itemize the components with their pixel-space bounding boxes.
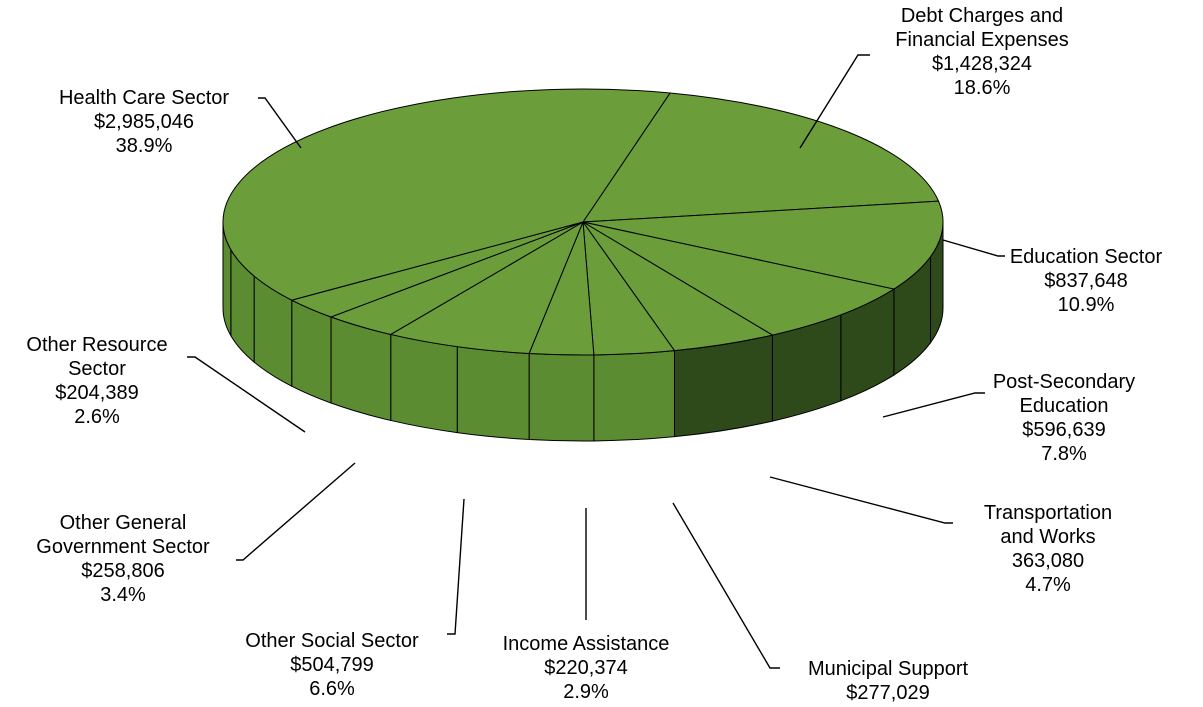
slice-labels: Debt Charges and Financial Expenses $1,428… [26, 5, 1162, 707]
slice-other-social-sector-leader-line [447, 498, 465, 635]
slice-health-care-sector-leader-line [258, 97, 302, 149]
slice-other-social-sector-side [390, 333, 458, 434]
slice-post-secondary-education-label: Post-Secondary Education $596,639 7.8% [993, 371, 1135, 465]
slice-post-secondary-education-top [582, 221, 896, 336]
slice-health-care-sector-top [222, 88, 671, 301]
slice-health-care-sector-label: Health Care Sector $2,985,046 38.9% [59, 87, 229, 157]
slice-other-social-sector-label: Other Social Sector $504,799 6.6% [245, 630, 419, 700]
slice-education-sector-top [582, 200, 944, 290]
slice-other-social-sector-top [389, 220, 585, 355]
slice-transportation-and-works-leader-line [769, 476, 953, 524]
slice-transportation-and-works-side [673, 334, 773, 438]
slice-other-social-sector-side [456, 346, 530, 441]
slice-education-sector-leader-line [942, 239, 1005, 257]
slice-other-resource-sector-leader-line [187, 356, 306, 433]
slice-other-resource-sector-label: Other Resource Sector $204,389 2.6% [26, 334, 167, 428]
slice-income-assistance-label: Income Assistance $220,374 2.9% [503, 633, 670, 703]
slice-education-sector-label: Education Sector $837,648 10.9% [1010, 246, 1163, 316]
slice-municipal-support-label: Municipal Support$277,0293.6% [808, 658, 969, 707]
slice-transportation-and-works-label: Transportation and Works 363,080 4.7% [984, 502, 1112, 596]
slice-post-secondary-education-leader-line [882, 392, 985, 418]
slice-other-resource-sector-side [291, 299, 332, 404]
slice-debt-charges-and-financial-expenses-top [582, 92, 940, 223]
leader-lines [187, 54, 1005, 669]
slice-other-general-government-sector-leader-line [236, 462, 356, 561]
slice-municipal-support-leader-line [672, 502, 780, 669]
slice-debt-charges-and-financial-expenses-leader-line [799, 54, 870, 149]
slice-debt-charges-and-financial-expenses-label: Debt Charges and Financial Expenses $1,428… [895, 5, 1068, 99]
slice-other-general-government-sector-label: Other General Government Sector $258,806 3.… [36, 512, 210, 606]
pie-top-faces [222, 88, 944, 356]
slice-income-assistance-side [528, 352, 595, 442]
slice-municipal-support-side [593, 350, 675, 442]
